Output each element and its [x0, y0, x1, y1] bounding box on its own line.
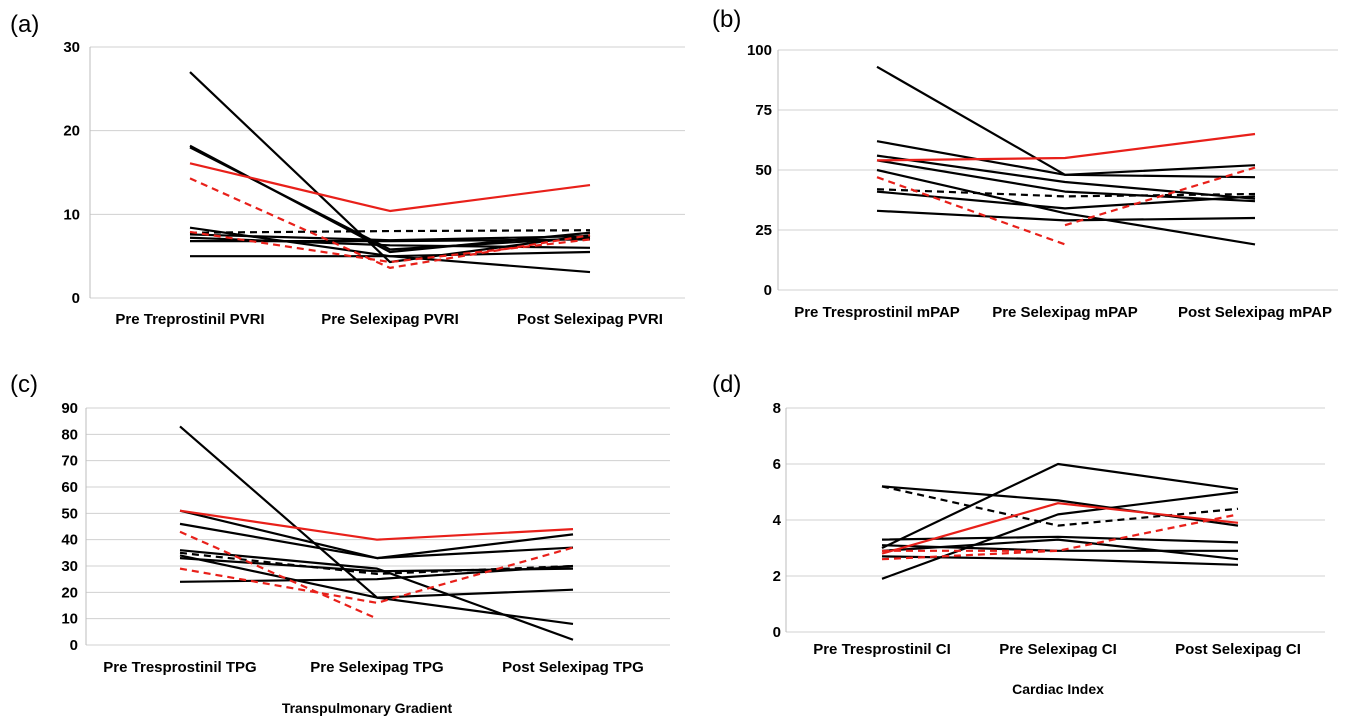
series-line-3	[179, 522, 574, 560]
x-tick-label: Pre Selexipag PVRI	[321, 311, 459, 328]
y-tick-label: 50	[755, 162, 772, 179]
series-line-3	[189, 146, 591, 251]
series-line-3	[881, 490, 1239, 580]
series-line-12	[189, 230, 591, 264]
series-line-7	[881, 555, 1239, 566]
y-tick-label: 30	[63, 39, 80, 56]
series-line-2	[876, 140, 1256, 176]
series-line-4	[881, 535, 1239, 544]
panel-label: (b)	[712, 6, 741, 33]
series-line-5	[876, 168, 1256, 246]
x-tick-label: Pre Selexipag mPAP	[992, 304, 1138, 321]
series-line-1	[189, 71, 591, 264]
y-tick-label: 100	[747, 42, 772, 59]
series-line-11	[1064, 166, 1256, 227]
y-tick-label: 25	[755, 222, 772, 239]
series-line-10	[876, 176, 1066, 246]
y-tick-label: 8	[773, 400, 781, 417]
y-tick-label: 6	[773, 456, 781, 473]
y-tick-label: 60	[61, 479, 78, 496]
chart-panel-3: (c) 0 10 20 30 40 50 60 70 80 90 Pre Tresprostinil …	[10, 371, 670, 716]
x-tick-label: Pre Tresprostinil mPAP	[794, 304, 960, 321]
series-line-4	[876, 159, 1256, 203]
y-tick-label: 20	[61, 584, 78, 601]
series-line-9	[881, 502, 1239, 555]
x-tick-label: Pre Selexipag CI	[999, 641, 1117, 658]
x-tick-label: Pre Tresprostinil CI	[813, 641, 951, 658]
series-line-8	[881, 485, 1239, 527]
y-tick-label: 30	[61, 558, 78, 575]
panel-label: (a)	[10, 11, 39, 38]
series-line-8	[190, 250, 591, 258]
series-line-7	[876, 209, 1256, 222]
x-tick-label: Pre Selexipag TPG	[310, 659, 443, 676]
y-tick-label: 0	[72, 290, 80, 307]
y-tick-label: 90	[61, 400, 78, 417]
series-line-8	[876, 188, 1256, 198]
series-line-8	[179, 551, 574, 576]
series-line-6	[876, 190, 1256, 210]
series-line-3	[876, 154, 1256, 200]
x-tick-label: Post Selexipag TPG	[502, 659, 644, 676]
series-line-5	[179, 554, 574, 626]
series-line-10	[189, 162, 591, 213]
y-tick-label: 10	[63, 206, 80, 223]
series-line-9	[189, 229, 591, 234]
y-tick-label: 70	[61, 453, 78, 470]
y-tick-label: 40	[61, 532, 78, 549]
panel-label: (d)	[712, 371, 741, 398]
series-line-9	[876, 132, 1256, 162]
y-tick-label: 10	[61, 611, 78, 628]
y-tick-label: 0	[70, 637, 78, 654]
x-axis-label: Transpulmonary Gradient	[282, 700, 453, 716]
y-tick-label: 20	[63, 123, 80, 140]
series-line-11	[179, 546, 574, 604]
y-tick-label: 0	[773, 624, 781, 641]
series-line-6	[881, 544, 1238, 552]
series-line-1	[881, 462, 1239, 549]
y-tick-label: 80	[61, 426, 78, 443]
series-line-9	[179, 509, 574, 541]
chart-panel-4: (d) 0 2 4 6 8 Pre Tresprostinil CI Pre Selexipa…	[712, 371, 1325, 697]
series-line-10	[179, 530, 378, 620]
x-tick-label: Pre Treprostinil PVRI	[115, 311, 264, 328]
x-axis-label: Cardiac Index	[1012, 681, 1104, 697]
y-tick-label: 75	[755, 102, 772, 119]
x-tick-label: Pre Tresprostinil TPG	[103, 659, 256, 676]
y-tick-label: 0	[764, 282, 772, 299]
x-tick-label: Post Selexipag CI	[1175, 641, 1301, 658]
x-tick-label: Post Selexipag mPAP	[1178, 304, 1332, 321]
x-tick-label: Post Selexipag PVRI	[517, 311, 663, 328]
y-tick-label: 2	[773, 568, 781, 585]
panel-label: (c)	[10, 371, 38, 398]
chart-panel-2: (b) 0 25 50 75 100 Pre Tresprostinil mPAP Pre S…	[712, 6, 1338, 321]
y-tick-label: 4	[773, 512, 782, 529]
series-line-7	[190, 238, 591, 243]
chart-panel-1: (a) 0 10 20 30 Pre Treprostinil PVRI Pre Selex…	[10, 11, 685, 328]
y-tick-label: 50	[61, 505, 78, 522]
